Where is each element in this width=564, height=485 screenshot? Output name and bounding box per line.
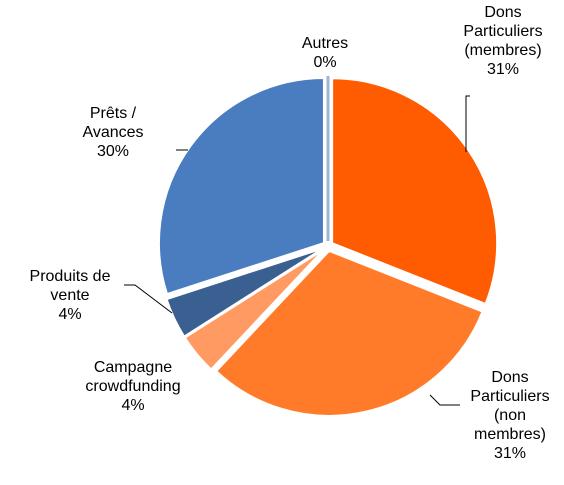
value-label: 30% <box>96 143 130 160</box>
category-label: Campagne crowdfunding <box>85 359 181 395</box>
category-label: Dons Particuliers (membres) <box>463 4 543 59</box>
leader-line <box>429 394 460 406</box>
pie-slice <box>214 249 484 417</box>
value-label: 31% <box>486 61 520 78</box>
leader-line <box>465 95 470 152</box>
pie-slice <box>157 77 325 296</box>
value-label: 4% <box>121 397 145 414</box>
value-label: 4% <box>58 306 82 323</box>
category-label: Produits de vente <box>29 268 111 304</box>
pie-slice <box>183 248 325 371</box>
pie-slice <box>165 247 325 338</box>
pie-slice <box>331 77 499 306</box>
value-label: 0% <box>313 54 337 71</box>
category-label: Dons Particuliers (non membres) <box>470 369 550 443</box>
leader-line <box>124 284 173 314</box>
category-label: Autres <box>301 35 349 52</box>
category-label: Prêts / Avances <box>82 105 144 141</box>
value-label: 31% <box>493 445 527 462</box>
